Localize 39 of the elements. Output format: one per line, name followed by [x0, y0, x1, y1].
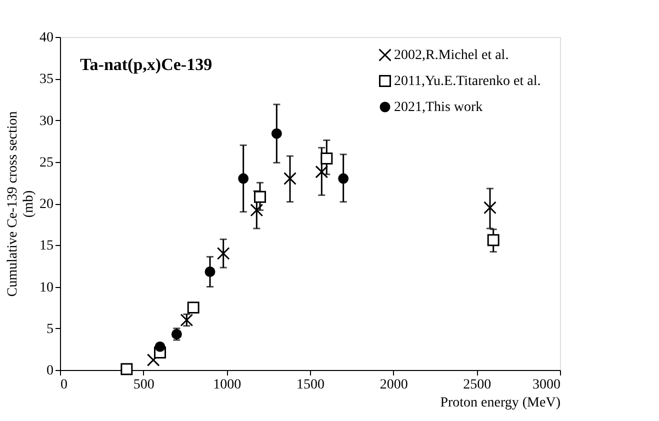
point — [315, 165, 328, 178]
point — [338, 173, 349, 184]
y-axis-title: Cumulative Ce-139 cross section (mb) — [6, 111, 36, 297]
point — [154, 341, 166, 352]
point — [271, 128, 282, 139]
text: Ta-nat(p,x)Ce-139 — [80, 55, 212, 74]
x-tick-label: 0 — [60, 378, 68, 392]
x-axis-title: Proton energy (MeV) — [440, 396, 561, 410]
point — [180, 314, 194, 326]
y-tick-label: 40 — [40, 30, 54, 46]
x-tick-label: 2500 — [463, 378, 492, 392]
x-tick-label: 500 — [133, 378, 154, 392]
point — [216, 247, 230, 260]
point — [146, 354, 160, 366]
x-tick-label: 1500 — [296, 378, 324, 392]
y-tick-label: 0 — [46, 364, 54, 378]
point — [120, 363, 133, 376]
y-tick-label: 10 — [40, 280, 54, 296]
legend-label: 2011,Yu.E.Titarenko et al. — [394, 74, 541, 89]
point — [484, 201, 496, 214]
y-tick-label: 35 — [40, 72, 54, 88]
point — [204, 266, 216, 277]
legend-label: 2002,R.Michel et al. — [394, 48, 509, 63]
point — [254, 190, 266, 203]
point — [187, 302, 200, 314]
x-tick-label: 1000 — [213, 378, 242, 392]
y-tick-label: 30 — [40, 114, 54, 129]
y-tick-label: 25 — [40, 155, 54, 170]
x-tick-label: 3000 — [532, 378, 560, 392]
y-tick-label: 15 — [40, 238, 54, 254]
point — [238, 173, 249, 184]
point — [320, 152, 333, 165]
point — [487, 234, 500, 246]
legend-label: 2021,This work — [394, 100, 483, 115]
y-tick-label: 20 — [40, 197, 54, 212]
y-tick-label: 5 — [46, 322, 54, 337]
point — [250, 204, 264, 217]
point — [284, 172, 296, 185]
x-tick-label: 2000 — [380, 378, 408, 392]
